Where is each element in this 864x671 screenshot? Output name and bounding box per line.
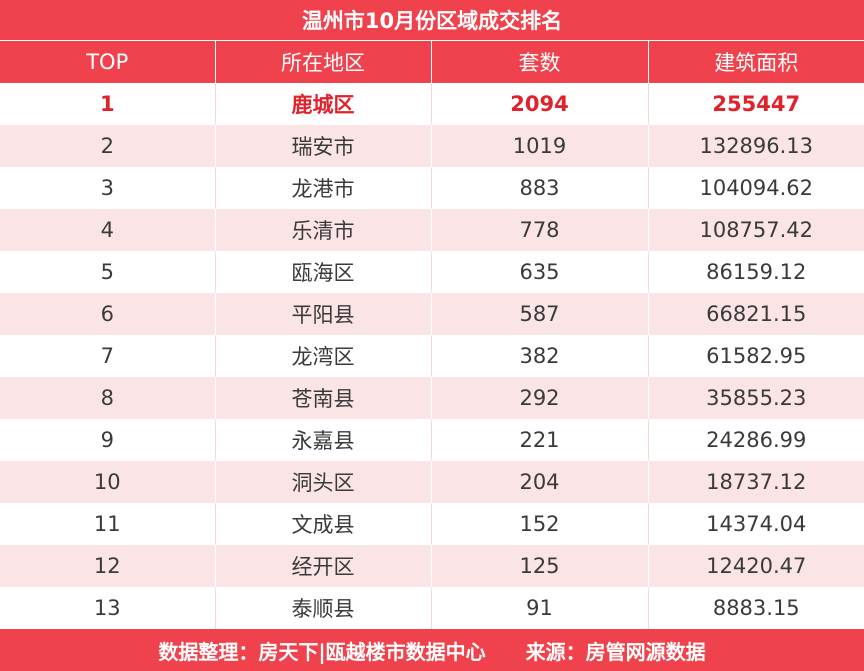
cell-units: 587 [431,293,649,335]
cell-units: 883 [431,167,649,209]
cell-rank: 7 [0,335,216,377]
table-row: 11 文成县 152 14374.04 [0,503,864,545]
cell-area: 104094.62 [648,167,864,209]
cell-units: 125 [431,545,649,587]
cell-rank: 4 [0,209,216,251]
cell-region: 苍南县 [215,377,432,419]
cell-rank: 13 [0,587,216,629]
cell-region: 文成县 [215,503,432,545]
footer-compiled-by: 数据整理：房天下|瓯越楼市数据中心 [158,639,486,664]
cell-rank: 2 [0,125,216,167]
cell-region: 洞头区 [215,461,432,503]
ranking-table: TOP 所在地区 套数 建筑面积 1 鹿城区 2094 255447 2 瑞安市 1019 1… [0,41,864,629]
cell-area: 24286.99 [648,419,864,461]
cell-region: 永嘉县 [215,419,432,461]
cell-area: 86159.12 [648,251,864,293]
table-row: 6 平阳县 587 66821.15 [0,293,864,335]
table-row: 2 瑞安市 1019 132896.13 [0,125,864,167]
table-row: 4 乐清市 778 108757.42 [0,209,864,251]
footer-source: 来源：房管网源数据 [525,639,706,664]
cell-rank: 5 [0,251,216,293]
cell-area: 12420.47 [648,545,864,587]
cell-region: 龙港市 [215,167,432,209]
column-header-top: TOP [0,41,216,83]
column-header-area: 建筑面积 [648,41,864,83]
cell-units: 635 [431,251,649,293]
cell-units: 221 [431,419,649,461]
cell-region: 乐清市 [215,209,432,251]
cell-area: 18737.12 [648,461,864,503]
cell-area: 61582.95 [648,335,864,377]
header-row: TOP 所在地区 套数 建筑面积 [0,41,864,83]
cell-rank: 10 [0,461,216,503]
cell-rank: 9 [0,419,216,461]
table-title: 温州市10月份区域成交排名 [0,0,864,41]
table-body: 1 鹿城区 2094 255447 2 瑞安市 1019 132896.13 3 龙港市 883 10… [0,83,864,629]
cell-region: 泰顺县 [215,587,432,629]
cell-area: 14374.04 [648,503,864,545]
cell-units: 91 [431,587,649,629]
table-row: 12 经开区 125 12420.47 [0,545,864,587]
cell-area: 35855.23 [648,377,864,419]
table-row: 5 瓯海区 635 86159.12 [0,251,864,293]
cell-units: 292 [431,377,649,419]
column-header-region: 所在地区 [215,41,432,83]
cell-area: 255447 [648,83,864,125]
cell-units: 382 [431,335,649,377]
cell-area: 66821.15 [648,293,864,335]
cell-units: 778 [431,209,649,251]
cell-region: 瓯海区 [215,251,432,293]
cell-region: 平阳县 [215,293,432,335]
table-row: 8 苍南县 292 35855.23 [0,377,864,419]
cell-region: 经开区 [215,545,432,587]
cell-units: 2094 [431,83,649,125]
cell-rank: 3 [0,167,216,209]
cell-rank: 11 [0,503,216,545]
table-row: 7 龙湾区 382 61582.95 [0,335,864,377]
cell-region: 鹿城区 [215,83,432,125]
cell-rank: 6 [0,293,216,335]
column-header-units: 套数 [431,41,649,83]
cell-units: 204 [431,461,649,503]
cell-area: 108757.42 [648,209,864,251]
cell-rank: 1 [0,83,216,125]
cell-region: 瑞安市 [215,125,432,167]
cell-area: 132896.13 [648,125,864,167]
cell-units: 1019 [431,125,649,167]
cell-units: 152 [431,503,649,545]
footer-bar: 数据整理：房天下|瓯越楼市数据中心 来源：房管网源数据 [0,629,864,671]
cell-rank: 12 [0,545,216,587]
table-row: 1 鹿城区 2094 255447 [0,83,864,125]
cell-area: 8883.15 [648,587,864,629]
cell-region: 龙湾区 [215,335,432,377]
table-row: 3 龙港市 883 104094.62 [0,167,864,209]
table-row: 9 永嘉县 221 24286.99 [0,419,864,461]
cell-rank: 8 [0,377,216,419]
table-row: 13 泰顺县 91 8883.15 [0,587,864,629]
table-row: 10 洞头区 204 18737.12 [0,461,864,503]
